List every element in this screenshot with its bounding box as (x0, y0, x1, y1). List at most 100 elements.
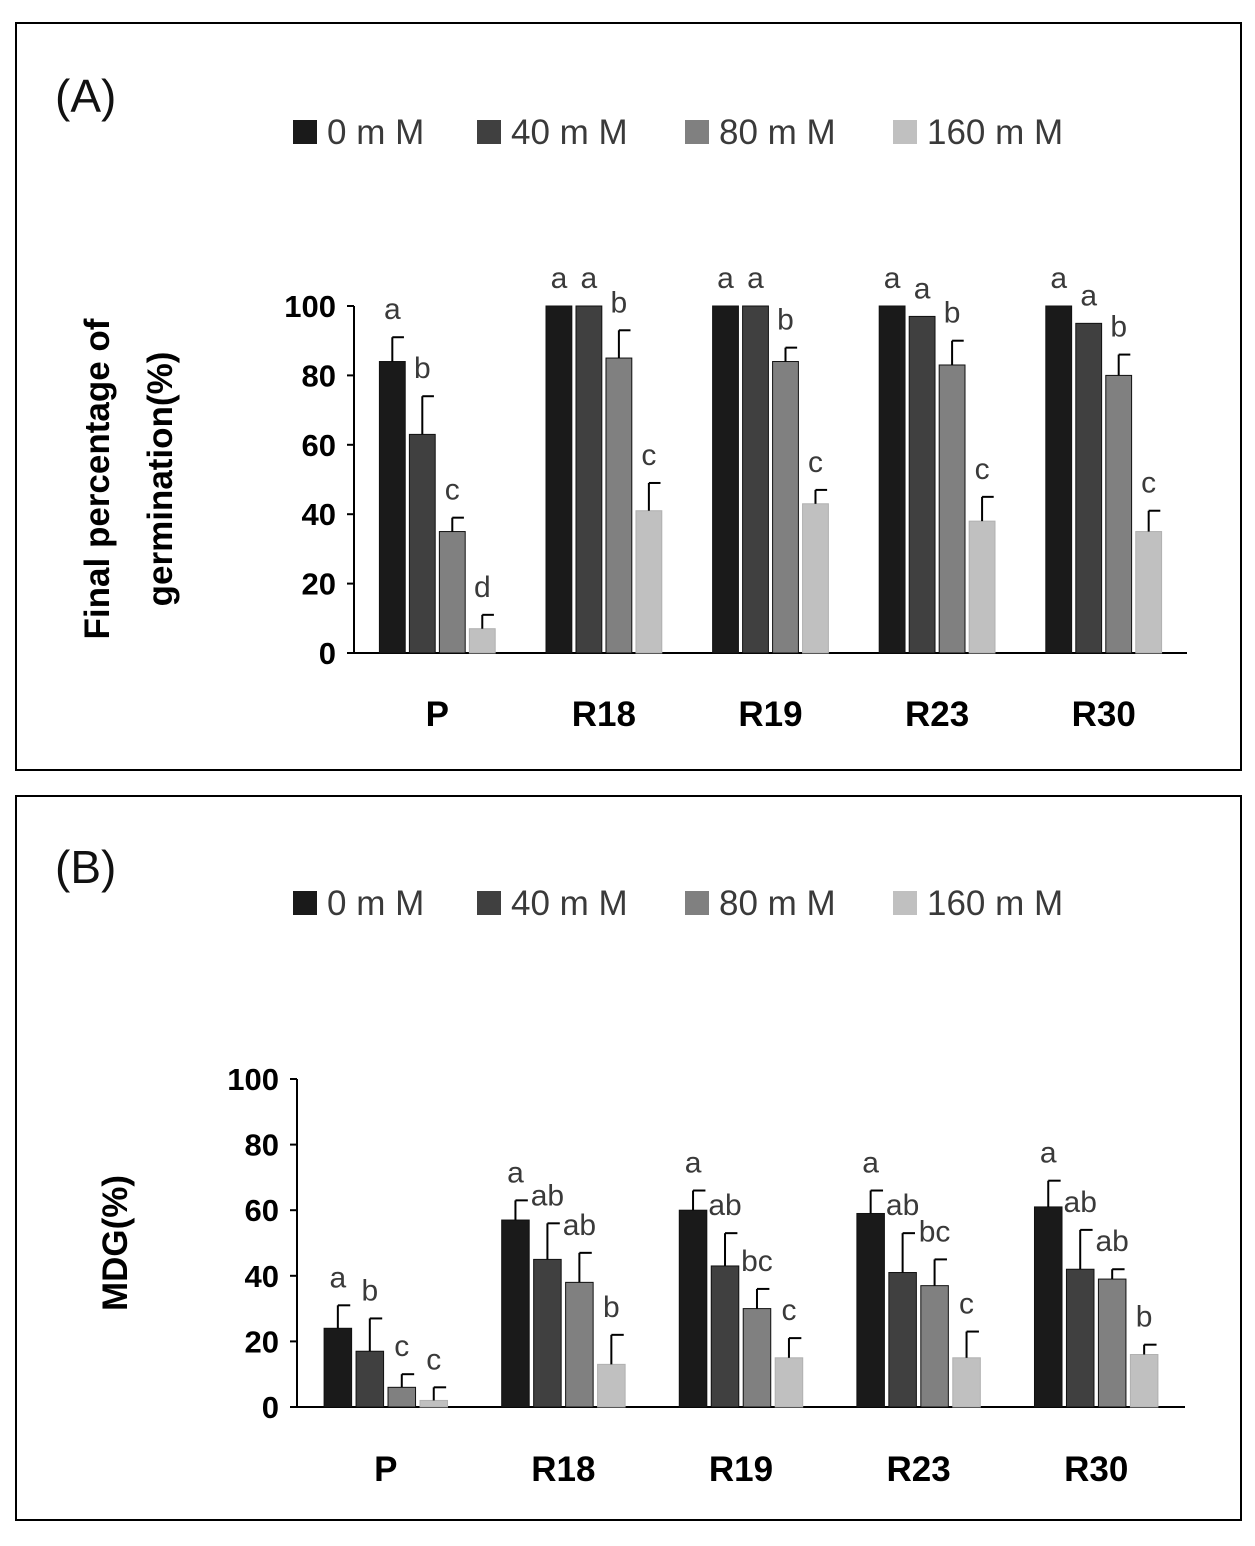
germination-chart: (A) 0 m M 40 m M 80 m M 160 m M 0 20 40 60 80 100 F… (55, 70, 1187, 734)
y-tick-label: 80 (302, 358, 336, 393)
bar-b-R23-1 (888, 1272, 917, 1408)
significance-label: a (330, 1261, 347, 1294)
significance-label: c (959, 1288, 974, 1321)
bar-b-R19-3 (774, 1357, 804, 1408)
significance-label: c (445, 474, 460, 507)
significance-label: b (414, 352, 431, 385)
bar-b-R23-3 (952, 1357, 981, 1408)
significance-label: a (551, 262, 568, 295)
legend-swatch-2 (685, 120, 709, 144)
significance-label: a (747, 262, 764, 295)
significance-label: a (1050, 262, 1067, 295)
bar-b-R23-2 (920, 1285, 949, 1408)
legend-swatch-0 (293, 120, 317, 144)
significance-label: a (862, 1147, 879, 1180)
y-tick-label: 80 (245, 1128, 279, 1163)
legend-swatch-3 (893, 891, 917, 915)
significance-label: c (426, 1343, 441, 1376)
category-label-R30: R30 (1064, 1450, 1128, 1489)
bar-b-R30-0 (1033, 1206, 1063, 1408)
bar-a-R23-3 (968, 520, 996, 654)
bar-b-R18-1 (533, 1258, 562, 1408)
mdg-chart: (B) 0 m M 40 m M 80 m M 160 m M 0 20 40 60 80 100 M… (55, 841, 1185, 1489)
significance-label: a (1040, 1137, 1057, 1170)
significance-label: b (603, 1291, 620, 1324)
bar-a-R30-3 (1135, 531, 1163, 654)
panel-b: (B) 0 m M 40 m M 80 m M 160 m M 0 20 40 60 80 100 M… (15, 795, 1242, 1521)
legend-label-0: 0 m M (327, 884, 424, 923)
bar-a-R23-1 (908, 315, 936, 654)
bar-a-P-2 (438, 531, 466, 654)
bar-b-P-0 (323, 1327, 353, 1408)
bar-a-R30-2 (1105, 374, 1133, 654)
significance-label: a (581, 262, 598, 295)
category-label-R23: R23 (886, 1450, 950, 1489)
category-label-R18: R18 (531, 1450, 595, 1489)
significance-label: c (394, 1330, 409, 1363)
y-tick-label: 60 (245, 1193, 279, 1228)
bar-b-R18-2 (565, 1281, 594, 1408)
bar-a-R18-1 (575, 305, 603, 654)
panel-label: (A) (55, 70, 116, 122)
significance-label: bc (741, 1245, 773, 1278)
significance-label: ab (531, 1179, 564, 1212)
y-tick-label: 20 (245, 1324, 279, 1359)
y-tick-label: 60 (302, 428, 336, 463)
significance-label: b (361, 1274, 378, 1307)
legend-label-1: 40 m M (511, 113, 628, 152)
significance-label: a (717, 262, 734, 295)
y-tick-label: 0 (319, 636, 336, 671)
significance-label: ab (1064, 1186, 1097, 1219)
category-label-R23: R23 (905, 695, 969, 734)
bar-a-P-3 (468, 628, 496, 654)
category-label-R19: R19 (709, 1450, 773, 1489)
significance-label: ab (563, 1209, 596, 1242)
bar-a-R19-1 (742, 305, 769, 654)
significance-label: bc (919, 1215, 951, 1248)
bar-a-R18-3 (635, 510, 663, 654)
y-tick-label: 40 (245, 1259, 279, 1294)
significance-label: b (611, 286, 628, 319)
bar-b-R23-0 (856, 1212, 885, 1408)
legend-swatch-3 (893, 120, 917, 144)
bar-b-R30-3 (1129, 1354, 1159, 1408)
bar-b-R19-0 (678, 1209, 708, 1408)
significance-label: ab (708, 1189, 741, 1222)
legend-swatch-1 (477, 120, 501, 144)
significance-label: b (1110, 311, 1127, 344)
significance-label: c (975, 453, 990, 486)
bar-b-R18-3 (597, 1363, 626, 1408)
category-label-R30: R30 (1072, 695, 1136, 734)
bar-a-R30-1 (1075, 322, 1103, 654)
significance-label: b (777, 304, 794, 337)
category-label-R18: R18 (572, 695, 636, 734)
bar-a-R23-2 (938, 364, 966, 654)
legend-label-3: 160 m M (927, 884, 1063, 923)
legend-swatch-1 (477, 891, 501, 915)
legend-label-2: 80 m M (719, 884, 836, 923)
significance-label: c (808, 446, 823, 479)
legend-label-2: 80 m M (719, 113, 836, 152)
significance-label: a (507, 1156, 524, 1189)
bar-a-R19-3 (802, 503, 829, 654)
significance-label: a (384, 293, 401, 326)
bar-b-R30-2 (1097, 1278, 1127, 1408)
panel-label: (B) (55, 841, 116, 893)
legend-label-3: 160 m M (927, 113, 1063, 152)
significance-label: b (1136, 1301, 1153, 1334)
significance-label: a (914, 272, 931, 305)
y-axis-title: MDG(%) (96, 1175, 135, 1311)
bar-a-P-0 (378, 361, 406, 654)
legend-label-0: 0 m M (327, 113, 424, 152)
bar-a-R19-0 (712, 305, 739, 654)
bar-a-R30-0 (1045, 305, 1073, 654)
significance-label: b (944, 297, 961, 330)
significance-label: c (1141, 467, 1156, 500)
bar-a-R19-2 (772, 361, 799, 654)
bar-a-R18-2 (605, 357, 633, 654)
bar-b-R19-1 (710, 1265, 740, 1408)
y-axis-title: germination(%) (141, 352, 180, 607)
y-tick-label: 100 (227, 1062, 279, 1097)
significance-label: c (641, 439, 656, 472)
y-axis-title: Final percentage of (78, 318, 117, 639)
